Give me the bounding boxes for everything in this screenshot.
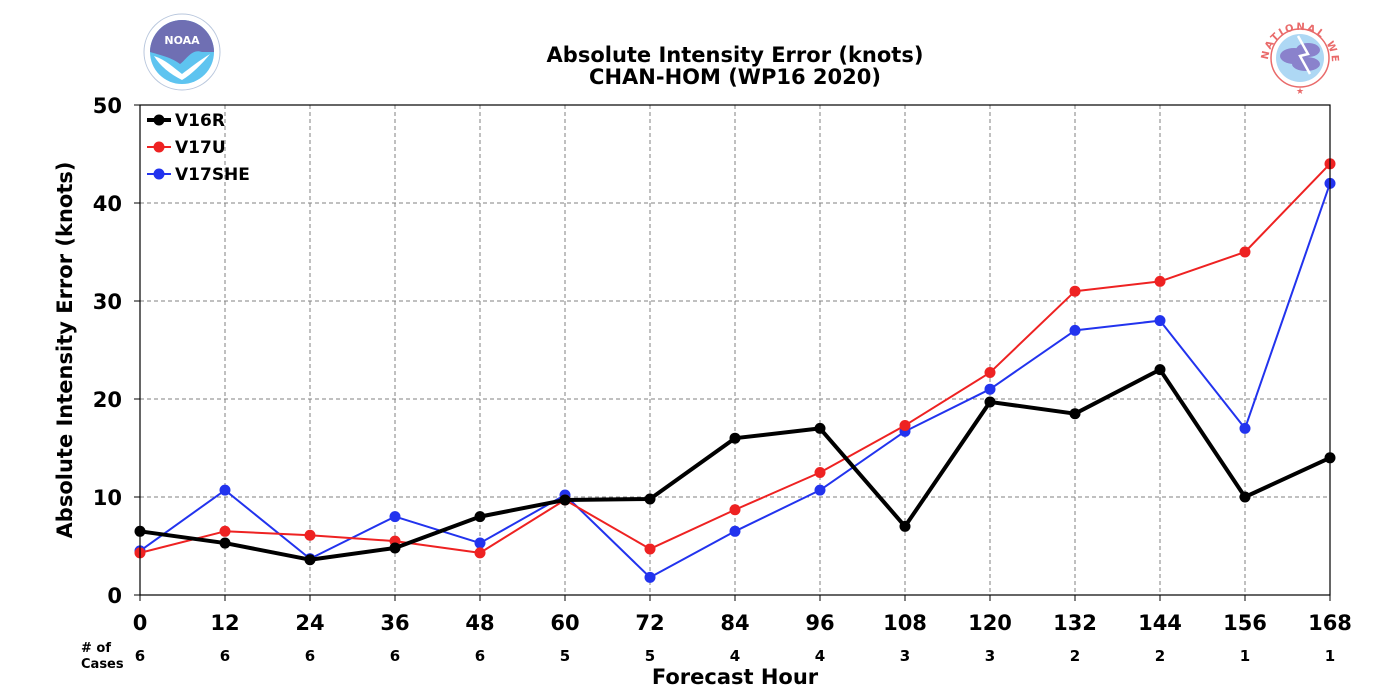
y-tick-label: 20 [93,388,122,412]
data-point-v16r [559,494,571,506]
cases-count: 4 [815,647,825,665]
y-tick-label: 10 [93,486,122,510]
data-point-v17she [814,484,826,496]
x-tick-label: 132 [1053,611,1097,635]
y-axis-label: Absolute Intensity Error (knots) [53,162,77,539]
data-point-v17she [389,511,401,523]
data-point-v17u [474,547,486,559]
legend-item-v17she: V17SHE [147,165,250,185]
cases-count: 5 [560,647,570,665]
data-point-v16r [1154,364,1166,376]
data-point-v17u [729,504,741,516]
data-point-v17she [1069,324,1081,336]
nws-star-icon: ★ [1296,87,1304,97]
grid-layer [140,105,1330,595]
y-axis: 0 10 20 30 40 50 [93,94,140,608]
x-tick-label: 36 [380,611,409,635]
cases-count: 1 [1325,647,1335,665]
chart-title: Absolute Intensity Error (knots) [547,43,924,67]
x-tick-label: 108 [883,611,927,635]
x-tick-label: 120 [968,611,1012,635]
data-point-v17u [984,367,996,379]
data-point-v17u [1239,246,1251,258]
data-point-v17she [1154,315,1166,327]
legend-swatch-marker [153,141,165,153]
data-point-v16r [984,396,996,408]
x-tick-label: 0 [133,611,148,635]
cases-count: 3 [985,647,995,665]
legend-label: V17SHE [175,165,250,185]
data-point-v17u [814,467,826,478]
noaa-logo-text: NOAA [164,34,200,47]
x-tick-label: 72 [635,611,664,635]
legend: V16R V17U V17SHE [147,111,250,185]
x-tick-label: 48 [465,611,494,635]
data-point-v17she [644,571,656,583]
x-tick-label: 12 [210,611,239,635]
cases-count: 6 [305,647,315,665]
x-axis: 0 12 24 36 48 60 72 84 96 108 120 132 144 156 168 [133,595,1352,635]
data-point-v16r [1239,491,1251,503]
x-tick-label: 24 [295,611,324,635]
x-tick-label: 60 [550,611,579,635]
x-tick-label: 168 [1308,611,1352,635]
data-point-v16r [899,520,911,532]
cases-label: # of Cases [81,641,124,672]
cases-row: 6 6 6 6 6 5 5 4 4 3 3 2 2 1 1 [135,647,1335,665]
legend-swatch-marker [153,114,165,126]
y-tick-label: 40 [93,192,122,216]
cases-label-line-1: # of [81,641,111,656]
data-point-v17u [1069,285,1081,297]
legend-swatch-marker [153,168,165,180]
cases-count: 1 [1240,647,1250,665]
legend-item-v16r: V16R [147,111,225,131]
x-tick-label: 84 [720,611,749,635]
legend-label: V16R [175,111,225,131]
chart-subtitle: CHAN-HOM (WP16 2020) [589,65,881,89]
data-point-v16r [389,542,401,554]
cases-count: 3 [900,647,910,665]
x-tick-label: 96 [805,611,834,635]
y-tick-label: 30 [93,290,122,314]
cases-count: 2 [1155,647,1165,665]
data-point-v17u [899,419,911,431]
data-point-v17she [474,537,486,549]
nws-logo-icon: NATIONAL WEATHER SERVICE ★ [1260,20,1338,97]
noaa-logo-icon: NOAA [143,13,221,91]
data-point-v16r [474,511,486,523]
data-point-v17she [729,525,741,537]
legend-item-v17u: V17U [147,138,226,158]
x-tick-label: 156 [1223,611,1267,635]
x-axis-label: Forecast Hour [652,665,819,689]
data-point-v17she [219,484,231,496]
data-point-v17u [219,525,231,537]
cases-count: 6 [390,647,400,665]
data-point-v17u [304,529,316,541]
data-point-v16r [1069,408,1081,420]
series-v17u [134,158,1336,559]
series-layer [134,158,1336,583]
y-tick-label: 0 [107,584,122,608]
cases-count: 4 [730,647,740,665]
data-point-v16r [219,537,231,549]
data-point-v17she [1239,422,1251,434]
data-point-v17u [1154,275,1166,287]
data-point-v17u [644,543,656,555]
data-point-v16r [814,422,826,434]
data-point-v16r [644,493,656,505]
cases-count: 2 [1070,647,1080,665]
data-point-v16r [304,554,316,566]
cases-count: 6 [220,647,230,665]
y-tick-label: 50 [93,94,122,118]
cases-count: 6 [135,647,145,665]
cases-count: 6 [475,647,485,665]
cases-label-line-2: Cases [81,657,124,672]
x-tick-label: 144 [1138,611,1182,635]
data-point-v16r [729,432,741,444]
legend-label: V17U [175,138,226,158]
cases-count: 5 [645,647,655,665]
data-point-v17she [984,383,996,395]
